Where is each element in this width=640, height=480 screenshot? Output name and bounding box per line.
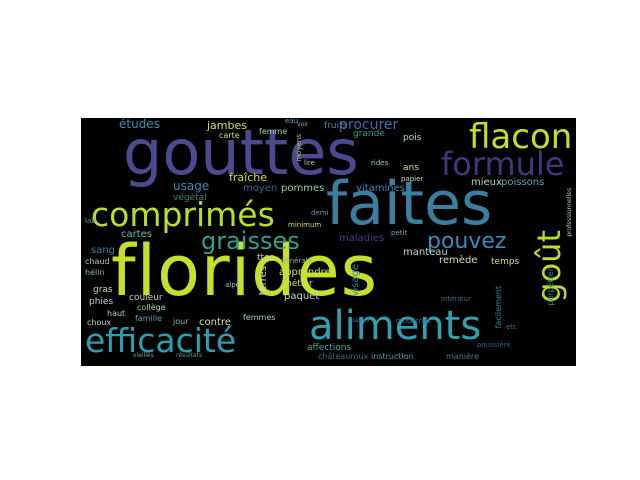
word-maladies: maladies xyxy=(339,233,385,244)
word-mieux: mieux xyxy=(471,177,502,188)
word-phies: phies xyxy=(89,297,114,307)
word-florides: florides xyxy=(111,230,379,312)
word-femmes: femmes xyxy=(243,313,276,322)
word-resultats: résultats xyxy=(176,352,203,359)
word-lire: lire xyxy=(304,159,315,167)
word-flacon: flacon xyxy=(469,118,573,157)
word-interieur: intérieur xyxy=(441,295,471,303)
word-poissons: poissons xyxy=(501,177,545,188)
word-lab: lab xyxy=(85,217,96,225)
word-chateauroux: châteauroux xyxy=(318,352,369,361)
word-voir: voir xyxy=(297,121,309,128)
word-cartes: cartes xyxy=(121,229,153,240)
word-maniere: manière xyxy=(446,352,479,361)
word-rides: rides xyxy=(371,159,389,167)
word-facilement: facilement xyxy=(494,286,503,329)
word-vegetal: végétal xyxy=(173,193,207,203)
word-papier: papier xyxy=(401,175,424,183)
word-vieilles: vieilles xyxy=(133,352,154,359)
word-college: collège xyxy=(137,303,166,312)
word-poussiere: poussière xyxy=(477,341,511,349)
word-couleur: couleur xyxy=(129,293,163,303)
word-visage: visage xyxy=(350,264,361,297)
word-apprendre: apprendre xyxy=(279,267,331,278)
word-fraiche: fraîche xyxy=(229,171,267,184)
word-minimum: minimum xyxy=(288,221,322,229)
word-modernes: modernes xyxy=(396,317,431,325)
word-professionnelles: professionnelles xyxy=(566,188,573,237)
word-famille: famille xyxy=(135,314,163,323)
word-usage: usage xyxy=(173,179,210,193)
word-comprimes: comprimés xyxy=(91,195,275,234)
word-instruction: instruction xyxy=(371,352,414,361)
word-contre: contre xyxy=(199,317,231,328)
word-jour: jour xyxy=(173,317,189,326)
word-remede: remède xyxy=(439,255,478,266)
word-pommes: pommes xyxy=(281,183,325,194)
word-formule: formule xyxy=(441,145,565,183)
word-perpetrer: perpétrer xyxy=(546,268,555,306)
word-pois: pois xyxy=(403,133,422,143)
word-paires: paires xyxy=(351,317,370,324)
word-jambes: jambes xyxy=(207,119,247,132)
word-efficacite: efficacité xyxy=(85,321,237,360)
word-petit: petit xyxy=(391,229,408,237)
word-eau: eau xyxy=(285,118,299,125)
word-pouvez: pouvez xyxy=(427,229,507,254)
word-chaud: chaud xyxy=(85,257,110,266)
word-manteau: manteau xyxy=(403,247,448,258)
word-paquet: paquet xyxy=(284,291,320,302)
word-aliments: aliments xyxy=(309,303,482,349)
word-alpes: alpes xyxy=(225,281,244,289)
word-gouttes: gouttes xyxy=(123,118,359,189)
word-procurer: procurer xyxy=(339,118,399,133)
word-moyens: moyens xyxy=(295,134,303,162)
word-vitamines: vitamines xyxy=(356,183,405,194)
word-grande: grande xyxy=(353,129,385,139)
word-metier: métier xyxy=(283,279,313,289)
word-terres: terres xyxy=(258,266,269,296)
word-helin: hélin xyxy=(85,268,105,277)
word-etudes: études xyxy=(119,118,160,131)
word-sang: sang xyxy=(91,245,116,256)
word-etc: etc xyxy=(506,323,517,331)
word-faites: faites xyxy=(326,169,493,239)
word-femme: femme xyxy=(259,127,288,136)
word-gras: gras xyxy=(93,285,113,295)
word-filler: · xyxy=(89,123,91,129)
word-fruits: fruits xyxy=(324,121,348,131)
word-ans: ans xyxy=(403,163,419,173)
word-affections: affections xyxy=(307,343,352,353)
word-generale: générale xyxy=(281,257,312,265)
word-temps: temps xyxy=(491,257,520,267)
word-cloud: · florides gouttes faites aliments compr… xyxy=(81,118,576,366)
word-graisses: graisses xyxy=(201,227,300,255)
word-choux: choux xyxy=(87,318,112,327)
word-ttes: ttes xyxy=(257,253,275,263)
word-demi: demi xyxy=(311,209,329,217)
word-carte: carte xyxy=(219,131,240,140)
word-moyen: moyen xyxy=(243,183,278,194)
word-haut: haut xyxy=(107,309,126,318)
